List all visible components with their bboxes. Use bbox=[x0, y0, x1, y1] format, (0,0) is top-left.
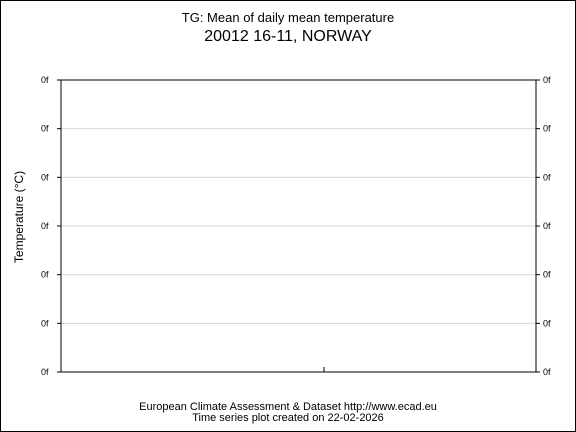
y-tick-label-right: 0f bbox=[543, 172, 551, 182]
y-tick-label-left: 0f bbox=[41, 75, 49, 85]
y-tick-label-right: 0f bbox=[543, 124, 551, 134]
chart-subtitle: 20012 16-11, NORWAY bbox=[204, 28, 372, 45]
y-tick-label-right: 0f bbox=[543, 221, 551, 231]
y-tick-label-right: 0f bbox=[543, 75, 551, 85]
gridlines bbox=[61, 128, 536, 324]
y-tick-label-left: 0f bbox=[41, 367, 49, 377]
y-tick-label-left: 0f bbox=[41, 124, 49, 134]
y-tick-label-left: 0f bbox=[41, 172, 49, 182]
footer-source: European Climate Assessment & Dataset ht… bbox=[139, 401, 437, 413]
y-tick-label-left: 0f bbox=[41, 270, 49, 280]
chart-title: TG: Mean of daily mean temperature bbox=[181, 10, 395, 25]
y-tick-label-left: 0f bbox=[41, 318, 49, 328]
y-ticks: 0f 0f 0f 0f 0f 0f 0f 0f 0f 0f 0f 0f 0f 0f bbox=[41, 75, 551, 377]
footer-created: Time series plot created on 22-02-2026 bbox=[192, 412, 384, 424]
y-tick-label-right: 0f bbox=[543, 270, 551, 280]
y-tick-label-left: 0f bbox=[41, 221, 49, 231]
y-tick-label-right: 0f bbox=[543, 367, 551, 377]
y-tick-label-right: 0f bbox=[543, 318, 551, 328]
